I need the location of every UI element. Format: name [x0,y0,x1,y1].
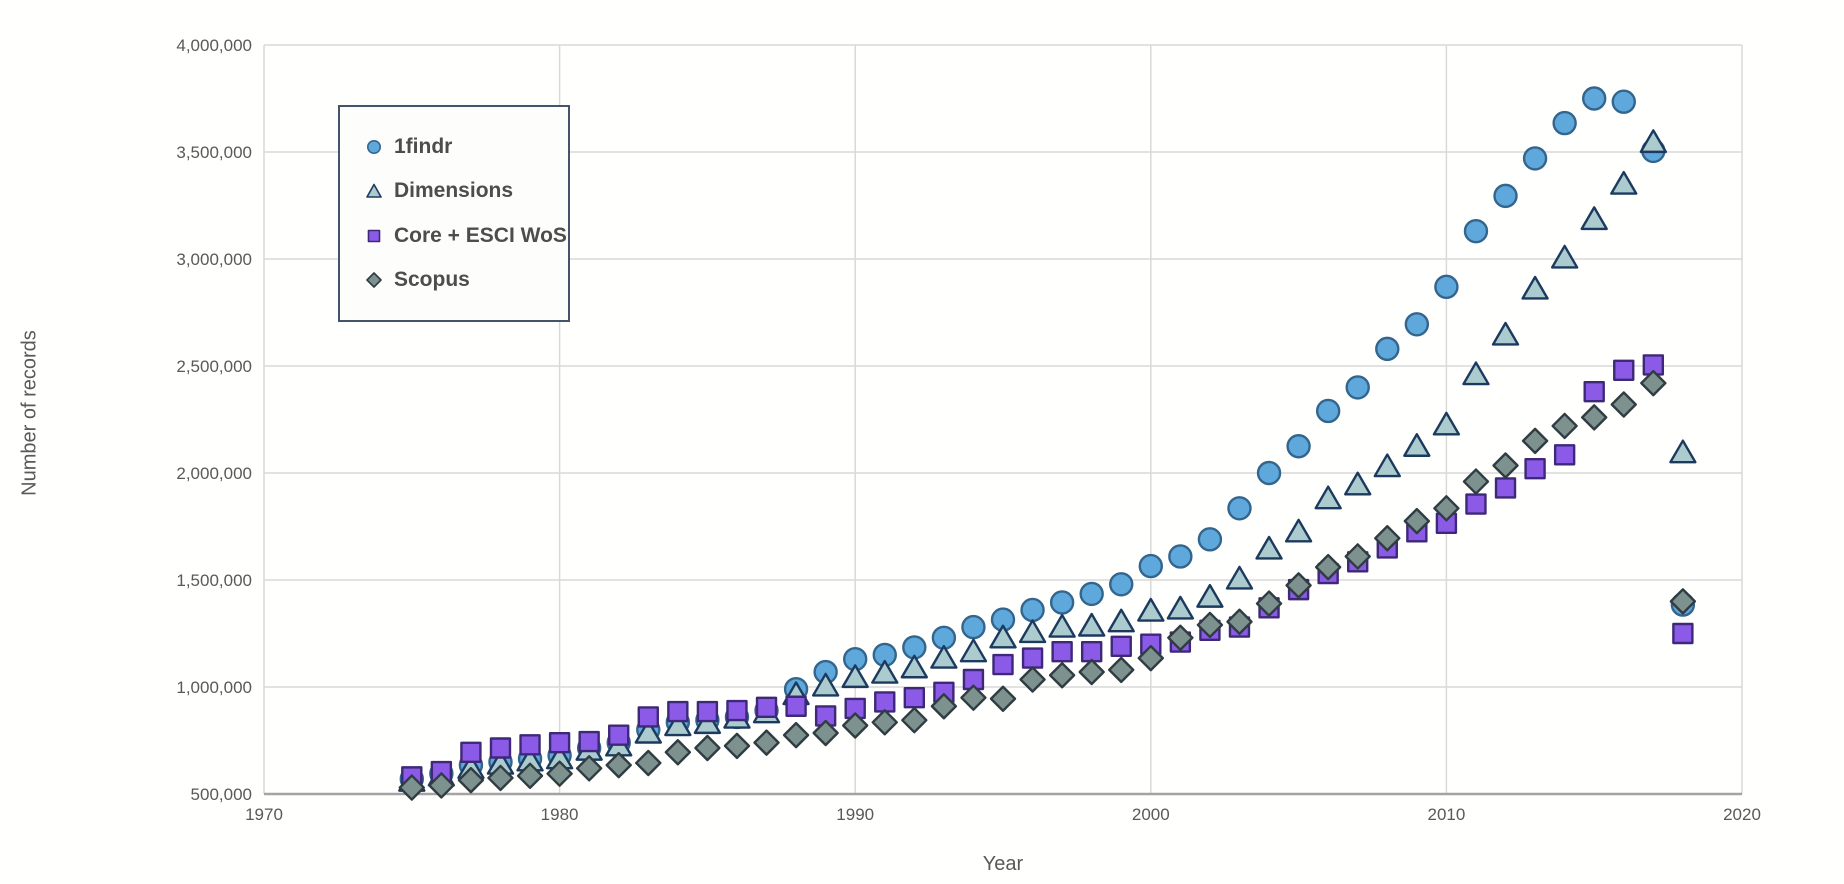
legend-item-dimensions: Dimensions [365,179,568,203]
x-axis-title: Year [982,853,1024,875]
series-scopus [398,369,1697,801]
series-1findr [399,86,1696,792]
svg-text:500,000: 500,000 [191,785,252,804]
y-axis-title: Number of records [18,330,41,496]
svg-text:3,000,000: 3,000,000 [176,250,252,269]
legend-item-core-esci-wos: Core + ESCI WoS [365,224,568,248]
legend: 1findr Dimensions Core + ESCI WoS Scopus [338,105,570,322]
legend-item-1findr: 1findr [365,135,568,159]
svg-text:4,000,000: 4,000,000 [176,36,252,55]
series-core-esci-wos [401,354,1694,788]
legend-label: Core + ESCI WoS [394,223,567,247]
legend-item-scopus: Scopus [365,268,568,292]
svg-text:2,000,000: 2,000,000 [176,464,252,483]
legend-label: Scopus [394,267,470,291]
circle-marker-icon [367,140,381,155]
svg-text:2020: 2020 [1723,805,1761,824]
square-marker-icon [367,229,381,242]
legend-label: Dimensions [394,179,514,203]
x-axis-tick-labels: 1970 1980 1990 2000 2010 2020 [245,805,1761,824]
svg-text:1990: 1990 [836,805,874,824]
svg-text:1,500,000: 1,500,000 [176,571,252,590]
diamond-marker-icon [366,271,382,288]
svg-text:1980: 1980 [541,805,579,824]
legend-label: 1findr [394,135,453,159]
svg-text:2,500,000: 2,500,000 [176,357,252,376]
triangle-marker-icon [366,184,382,199]
svg-text:2010: 2010 [1427,805,1465,824]
svg-text:1,000,000: 1,000,000 [176,678,252,697]
y-axis-tick-labels: 500,000 1,000,000 1,500,000 2,000,000 2,500,… [176,36,252,804]
svg-text:1970: 1970 [245,805,283,824]
svg-text:2000: 2000 [1132,805,1170,824]
svg-text:3,500,000: 3,500,000 [176,143,252,162]
